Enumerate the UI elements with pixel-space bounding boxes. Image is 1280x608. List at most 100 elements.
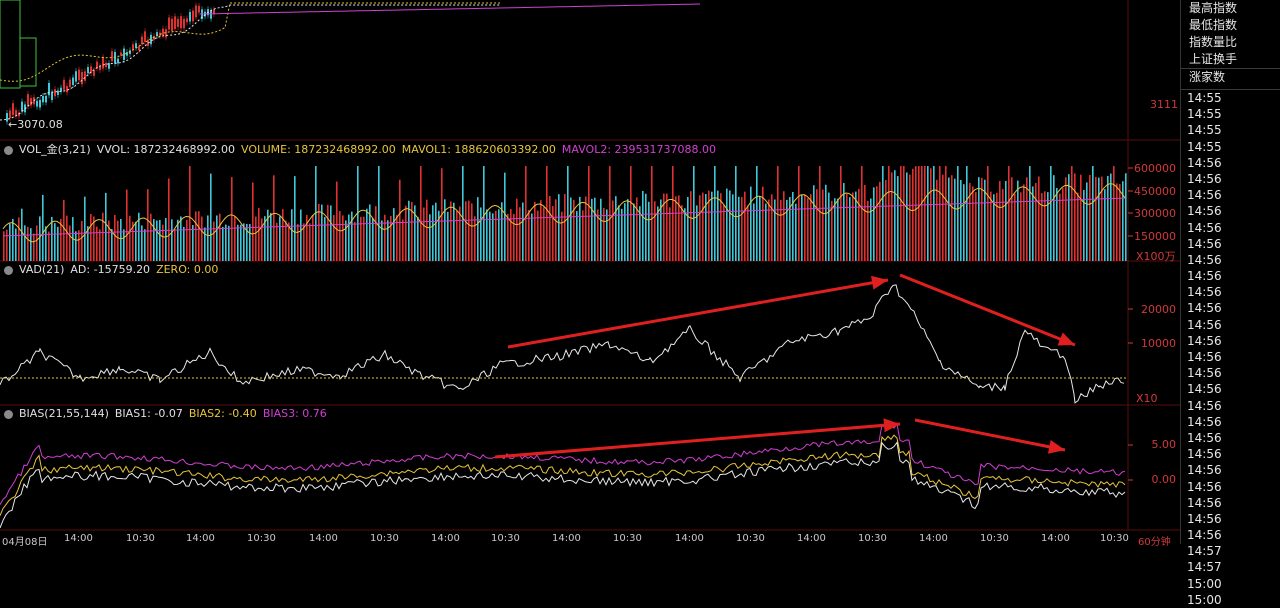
time-list[interactable]: 14:55 14:55 14:55 14:55 14:56 14:56 14:56 14:56… xyxy=(1181,89,1280,608)
volume-bar xyxy=(549,195,551,261)
volume-bar xyxy=(231,177,233,261)
volume-bar xyxy=(708,190,710,261)
volume-bar xyxy=(1008,166,1010,261)
volume-bar xyxy=(618,205,620,261)
volume-bar xyxy=(222,226,224,261)
volume-bar xyxy=(798,166,800,261)
volume-bar xyxy=(438,210,440,261)
low-price-marker: ←3070.08 xyxy=(8,118,63,131)
price-ma-line xyxy=(199,3,701,15)
volume-bar xyxy=(144,229,146,261)
volume-bar xyxy=(468,200,470,261)
indicator-toggle-icon[interactable] xyxy=(4,145,13,155)
x-axis-label: 10:30 xyxy=(1100,533,1129,544)
volume-bar xyxy=(975,192,977,261)
volume-bar xyxy=(1056,187,1058,261)
vad-indicator-name[interactable]: VAD(21) xyxy=(19,263,65,276)
volume-bar xyxy=(555,199,557,261)
volume-bar xyxy=(726,188,728,261)
volume-bar xyxy=(825,184,827,261)
volume-bar xyxy=(918,166,920,261)
volume-bar xyxy=(312,214,314,261)
time-list-item: 14:56 xyxy=(1187,366,1222,381)
volume-bar xyxy=(993,194,995,261)
volume-bar xyxy=(705,194,707,261)
volume-bar xyxy=(558,194,560,261)
time-list-item: 14:56 xyxy=(1187,171,1222,186)
vol-indicator-name[interactable]: VOL_金(3,21) xyxy=(19,143,91,156)
volume-bar xyxy=(750,186,752,261)
volume-bar xyxy=(852,192,854,261)
volume-bar xyxy=(696,205,698,261)
volume-bar xyxy=(939,166,941,261)
volume-bar xyxy=(384,214,386,261)
indicator-toggle-icon[interactable] xyxy=(4,265,13,275)
volume-bar xyxy=(387,220,389,261)
volume-bar xyxy=(1035,183,1037,261)
volume-bar xyxy=(300,209,302,261)
volume-bar xyxy=(882,166,884,261)
volume-bar xyxy=(654,201,656,261)
volume-bar xyxy=(540,200,542,261)
vad-line xyxy=(0,284,1125,404)
volume-bar xyxy=(711,191,713,261)
volume-bar xyxy=(1071,166,1073,261)
time-list-item: 14:56 xyxy=(1187,463,1222,478)
volume-bar xyxy=(801,195,803,261)
chart-area[interactable]: ←3070.08 3111 VOL_金(3,21) VVOL: 18723246… xyxy=(0,0,1180,548)
volume-bar xyxy=(525,166,527,261)
volume-bar xyxy=(147,189,149,261)
time-list-item: 14:55 xyxy=(1187,139,1222,154)
volume-bar xyxy=(132,221,134,261)
indicator-toggle-icon[interactable] xyxy=(4,409,13,419)
period-label[interactable]: 60分钟 xyxy=(1138,537,1171,548)
volume-bar xyxy=(945,166,947,261)
volume-bar xyxy=(738,196,740,261)
volume-bar xyxy=(756,166,758,261)
price-box xyxy=(0,0,21,89)
time-list-item: 14:56 xyxy=(1187,382,1222,397)
volume-bar xyxy=(93,216,95,261)
volume-bar xyxy=(897,176,899,261)
volume-bar xyxy=(999,181,1001,261)
volume-bar xyxy=(435,202,437,261)
vad-unit-label: X10 xyxy=(1136,392,1158,405)
volume-bar xyxy=(1014,193,1016,261)
volume-bar xyxy=(348,214,350,261)
trend-arrow-up xyxy=(494,422,901,459)
vol-axis-label: 150000 xyxy=(1134,230,1176,243)
volume-bar xyxy=(804,194,806,261)
volume-bar xyxy=(1038,176,1040,261)
volume-bar xyxy=(360,216,362,261)
volume-bar xyxy=(603,207,605,261)
volume-bar xyxy=(168,178,170,261)
volume-bar xyxy=(210,173,212,261)
info-item-volume-ratio: 指数量比 xyxy=(1189,35,1238,49)
volume-bar xyxy=(846,193,848,261)
volume-bar xyxy=(243,223,245,261)
time-list-item: 14:57 xyxy=(1187,544,1222,559)
volume-bar xyxy=(1032,186,1034,261)
volume-bar xyxy=(369,204,371,261)
volume-bar xyxy=(768,199,770,261)
volume-bar xyxy=(399,179,401,261)
volume-bar xyxy=(648,201,650,261)
x-axis-label: 14:00 xyxy=(64,533,93,544)
time-list-item: 14:55 xyxy=(1187,107,1222,122)
volume-bar xyxy=(1125,173,1127,261)
volume-bar xyxy=(240,224,242,261)
volume-bar xyxy=(138,212,140,261)
volume-bar xyxy=(444,199,446,261)
volume-bar xyxy=(789,197,791,261)
bias-indicator-name[interactable]: BIAS(21,55,144) xyxy=(19,407,109,420)
volume-bar xyxy=(321,204,323,261)
volume-bar xyxy=(1086,182,1088,261)
x-axis-label: 10:30 xyxy=(613,533,642,544)
volume-bar xyxy=(318,203,320,261)
volume-bar xyxy=(720,193,722,261)
volume-bar xyxy=(192,224,194,261)
chart-canvas[interactable] xyxy=(0,0,1180,544)
trend-arrow-up xyxy=(507,278,889,349)
volume-bar xyxy=(903,166,905,261)
volume-bar xyxy=(102,212,104,261)
